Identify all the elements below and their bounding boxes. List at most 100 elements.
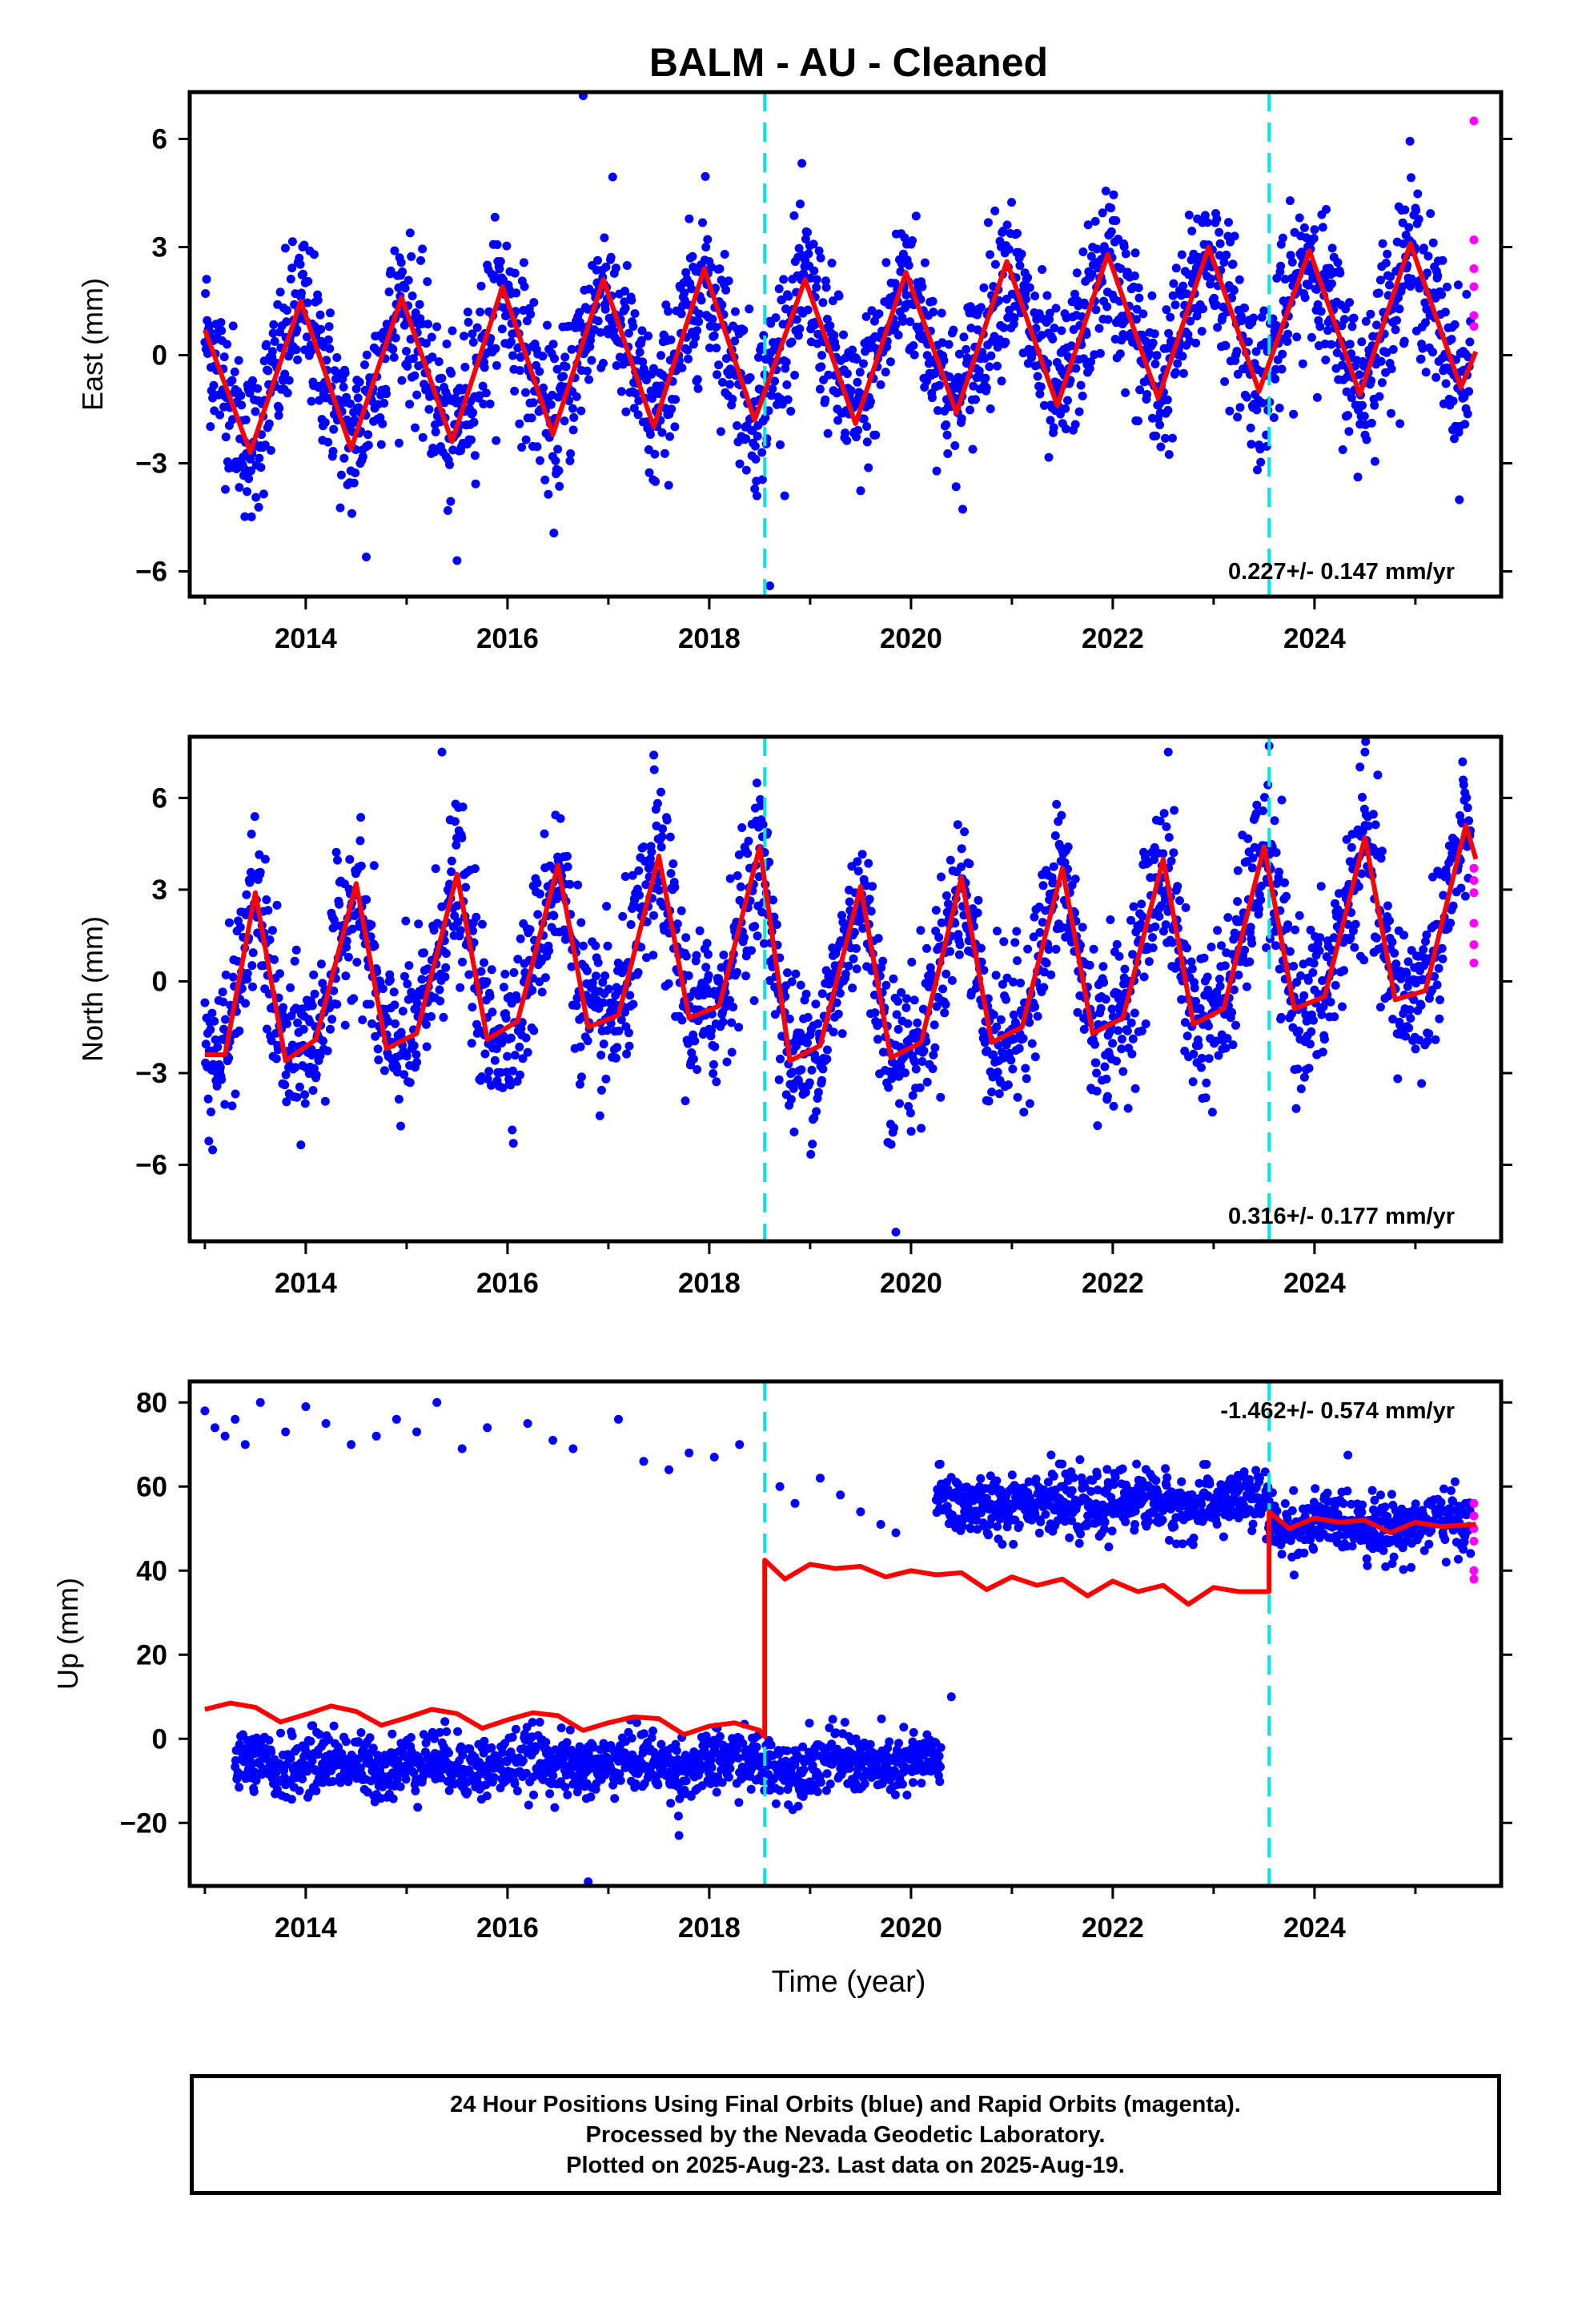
final-orbit-point <box>973 908 982 918</box>
final-orbit-point <box>1189 1049 1199 1059</box>
final-orbit-point <box>368 1743 378 1753</box>
final-orbit-point <box>620 304 630 313</box>
final-orbit-point <box>812 283 821 292</box>
final-orbit-point <box>422 1042 432 1051</box>
final-orbit-point <box>333 855 342 865</box>
final-orbit-point <box>468 408 478 417</box>
final-orbit-point <box>255 850 264 859</box>
final-orbit-point <box>572 1001 581 1011</box>
final-orbit-point <box>1367 418 1376 428</box>
final-orbit-point <box>710 1042 720 1051</box>
rapid-orbit-point <box>1469 876 1479 885</box>
final-orbit-point <box>519 258 528 267</box>
final-orbit-point <box>1455 495 1464 505</box>
final-orbit-point <box>677 906 686 915</box>
east-points <box>200 92 1479 590</box>
final-orbit-point <box>909 350 919 360</box>
final-orbit-point <box>793 331 803 340</box>
final-orbit-point <box>217 1075 227 1084</box>
final-orbit-point <box>1227 1007 1237 1017</box>
final-orbit-point <box>1094 1019 1103 1029</box>
final-orbit-point <box>745 304 754 314</box>
x-tick-label: 2016 <box>476 1268 539 1299</box>
final-orbit-point <box>816 253 825 263</box>
final-orbit-point <box>998 979 1007 989</box>
final-orbit-point <box>1327 243 1337 253</box>
final-orbit-point <box>917 1057 927 1066</box>
final-orbit-point <box>1202 1078 1211 1088</box>
final-orbit-point <box>941 999 950 1009</box>
final-orbit-point <box>440 398 449 408</box>
final-orbit-point <box>389 352 399 362</box>
final-orbit-point <box>1022 1074 1031 1084</box>
final-orbit-point <box>555 481 564 491</box>
final-orbit-point <box>273 1045 283 1055</box>
final-orbit-point <box>1213 323 1223 332</box>
final-orbit-point <box>625 991 635 1000</box>
final-orbit-point <box>385 975 395 985</box>
final-orbit-point <box>871 430 881 440</box>
final-orbit-point <box>776 440 785 449</box>
final-orbit-point <box>1322 205 1331 214</box>
final-orbit-point <box>1158 849 1168 858</box>
final-orbit-point <box>730 307 740 316</box>
final-orbit-point <box>401 1775 411 1784</box>
x-tick-label: 2020 <box>880 623 942 654</box>
final-orbit-point <box>1308 968 1318 977</box>
final-orbit-point <box>664 480 673 490</box>
final-orbit-point <box>316 959 326 969</box>
final-orbit-point <box>1251 809 1261 818</box>
final-orbit-point <box>990 206 1000 215</box>
final-orbit-point <box>1163 747 1173 757</box>
final-orbit-point <box>1131 315 1141 324</box>
final-orbit-point <box>536 456 544 465</box>
final-orbit-point <box>1406 1014 1415 1023</box>
final-orbit-point <box>553 444 563 454</box>
final-orbit-point <box>1166 312 1175 322</box>
final-orbit-point <box>1230 231 1239 241</box>
final-orbit-point <box>1134 416 1142 426</box>
final-orbit-point <box>269 320 279 329</box>
final-orbit-point <box>794 243 804 253</box>
final-orbit-point <box>568 404 577 413</box>
final-orbit-point <box>942 430 952 440</box>
final-orbit-point <box>1258 398 1267 408</box>
final-orbit-point <box>957 844 966 854</box>
final-orbit-point <box>585 342 595 352</box>
final-orbit-point <box>1275 867 1283 877</box>
final-orbit-point <box>958 505 967 514</box>
final-orbit-point <box>1396 974 1406 983</box>
final-orbit-point <box>532 879 542 888</box>
final-orbit-point <box>1161 920 1170 930</box>
final-orbit-point <box>1025 1099 1034 1108</box>
final-orbit-point <box>1044 945 1054 954</box>
final-orbit-point <box>1341 304 1351 314</box>
final-orbit-point <box>1404 1023 1414 1033</box>
final-orbit-point <box>1419 945 1428 955</box>
final-orbit-point <box>343 1777 353 1787</box>
final-orbit-point <box>328 1777 338 1786</box>
final-orbit-point <box>1428 238 1438 247</box>
final-orbit-point <box>757 448 767 457</box>
final-orbit-point <box>1177 250 1186 259</box>
final-orbit-point <box>1280 878 1289 887</box>
final-orbit-point <box>315 1051 325 1060</box>
final-orbit-point <box>265 935 275 944</box>
final-orbit-point <box>971 395 980 404</box>
final-orbit-point <box>797 159 807 168</box>
final-orbit-point <box>1247 440 1256 449</box>
final-orbit-point <box>235 1026 244 1035</box>
final-orbit-point <box>811 999 821 1009</box>
final-orbit-point <box>1013 956 1022 966</box>
final-orbit-point <box>259 489 268 499</box>
final-orbit-point <box>797 1065 806 1075</box>
final-orbit-point <box>891 1228 901 1236</box>
final-orbit-point <box>685 214 694 223</box>
final-orbit-point <box>1093 1121 1102 1131</box>
final-orbit-point <box>1359 955 1369 965</box>
final-orbit-point <box>1050 831 1060 840</box>
y-tick-label: 6 <box>152 782 167 814</box>
final-orbit-point <box>339 382 348 392</box>
final-orbit-point <box>919 1046 929 1055</box>
